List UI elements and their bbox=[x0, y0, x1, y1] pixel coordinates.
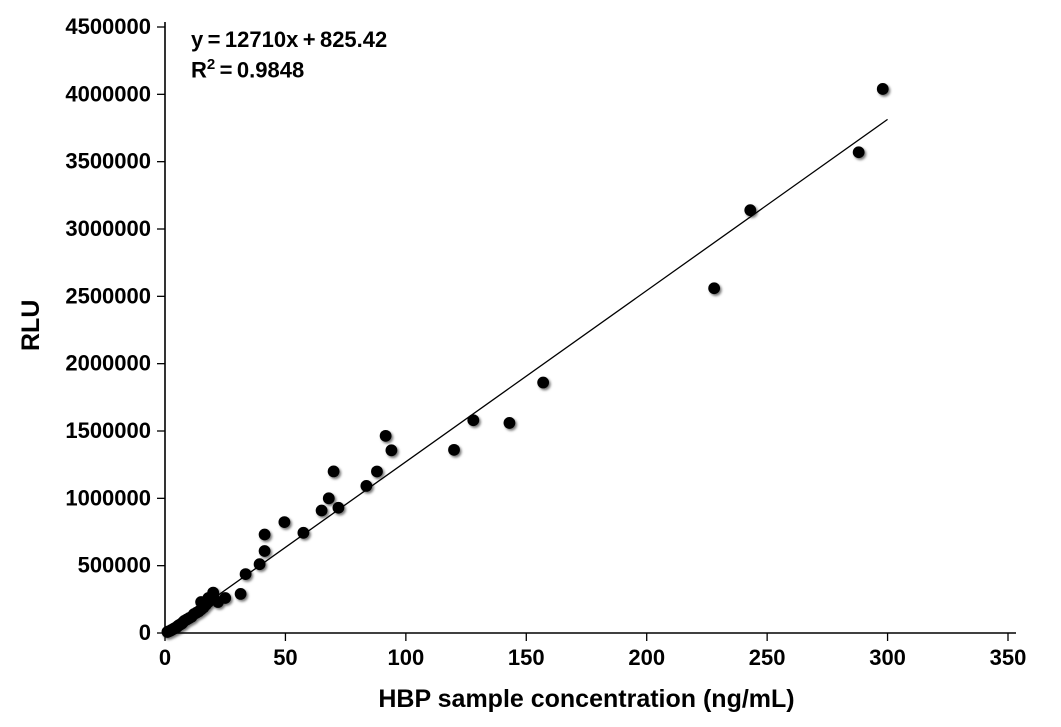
svg-text:RLU: RLU bbox=[17, 300, 45, 351]
svg-text:4000000: 4000000 bbox=[65, 81, 151, 106]
svg-text:50: 50 bbox=[273, 645, 297, 670]
svg-text:150: 150 bbox=[508, 645, 545, 670]
svg-text:1000000: 1000000 bbox=[65, 485, 151, 510]
svg-text:100: 100 bbox=[388, 645, 425, 670]
svg-text:2500000: 2500000 bbox=[65, 283, 151, 308]
svg-text:1500000: 1500000 bbox=[65, 418, 151, 443]
svg-text:4500000: 4500000 bbox=[65, 14, 151, 39]
svg-text:250: 250 bbox=[749, 645, 786, 670]
svg-text:200: 200 bbox=[628, 645, 665, 670]
svg-text:500000: 500000 bbox=[78, 553, 151, 578]
svg-text:2000000: 2000000 bbox=[65, 351, 151, 376]
svg-text:3000000: 3000000 bbox=[65, 216, 151, 241]
svg-text:0: 0 bbox=[159, 645, 171, 670]
svg-text:3500000: 3500000 bbox=[65, 149, 151, 174]
svg-text:350: 350 bbox=[990, 645, 1027, 670]
svg-text:0: 0 bbox=[139, 620, 151, 645]
svg-text:300: 300 bbox=[869, 645, 906, 670]
